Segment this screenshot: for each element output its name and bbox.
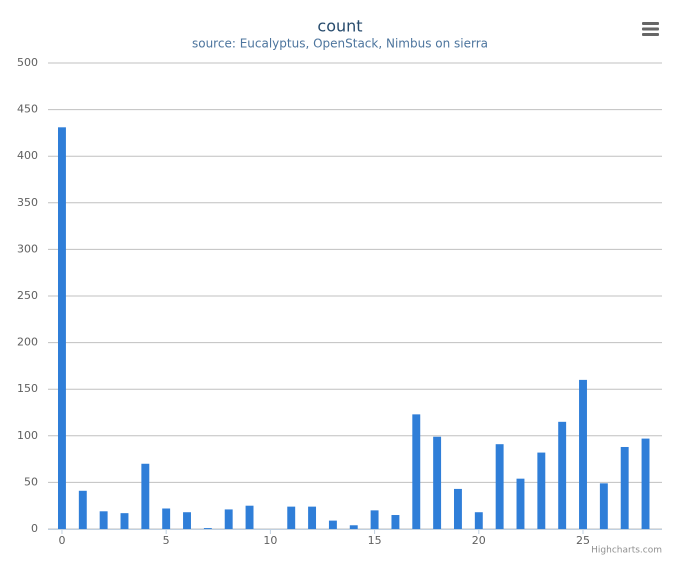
bar [58, 127, 66, 530]
y-tick-label: 250 [17, 289, 38, 302]
bar [328, 520, 337, 529]
bar [141, 463, 150, 529]
chart-subtitle: source: Eucalyptus, OpenStack, Nimbus on… [192, 37, 488, 51]
bar [162, 508, 171, 529]
x-tick-label: 0 [58, 534, 65, 547]
y-tick-label: 100 [17, 429, 38, 442]
bar [516, 478, 525, 529]
bar [308, 506, 317, 529]
credits[interactable]: Highcharts.com [591, 546, 662, 556]
bar [412, 414, 421, 529]
bar [599, 483, 608, 529]
bar [495, 444, 504, 529]
bar [203, 528, 212, 529]
y-tick-label: 350 [17, 196, 38, 209]
bar [120, 513, 129, 529]
bar [641, 438, 650, 529]
y-tick-label: 300 [17, 242, 38, 255]
x-tick-label: 10 [263, 534, 277, 547]
y-tick-label: 150 [17, 382, 38, 395]
bar [453, 488, 462, 529]
bar [474, 512, 483, 529]
bar [370, 510, 379, 529]
y-tick-label: 400 [17, 149, 38, 162]
bar [287, 506, 296, 529]
menu-button[interactable] [642, 22, 659, 36]
menu-bar [642, 33, 659, 36]
bar [391, 515, 400, 529]
bar [78, 490, 87, 529]
bar [558, 421, 567, 529]
bar [579, 379, 587, 529]
bar [620, 446, 629, 529]
y-tick-label: 450 [17, 103, 38, 116]
chart-title: count [317, 17, 362, 36]
y-tick-label: 500 [17, 56, 38, 69]
bar [349, 525, 358, 529]
x-tick-label: 15 [368, 534, 382, 547]
menu-bar [642, 22, 659, 25]
bar [433, 436, 442, 529]
x-tick-label: 20 [472, 534, 486, 547]
bar [99, 511, 108, 529]
bar [183, 512, 191, 529]
y-tick-label: 200 [17, 336, 38, 349]
x-tick-label: 25 [576, 534, 590, 547]
y-tick-label: 50 [24, 475, 38, 488]
x-tick-label: 5 [163, 534, 170, 547]
bar [537, 452, 546, 529]
bar [224, 509, 233, 529]
y-tick-label: 0 [31, 522, 38, 535]
menu-bar [642, 27, 659, 31]
bar [245, 505, 254, 529]
